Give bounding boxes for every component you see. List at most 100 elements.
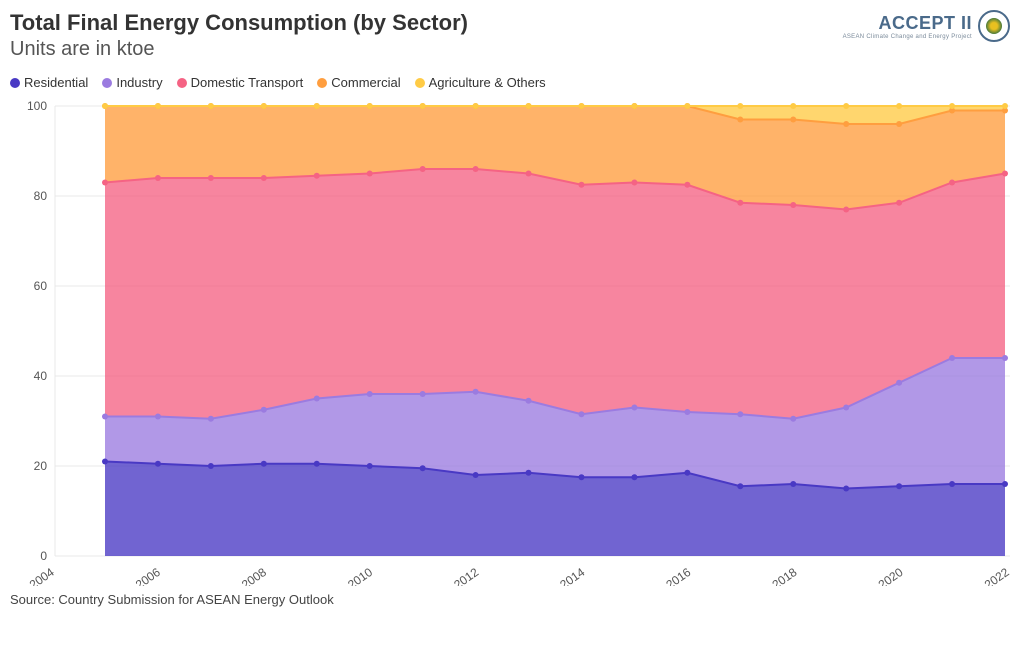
marker — [843, 405, 849, 411]
y-tick-label: 20 — [34, 459, 48, 473]
legend-item[interactable]: Domestic Transport — [177, 75, 304, 90]
marker — [737, 103, 743, 109]
marker — [420, 465, 426, 471]
marker — [631, 405, 637, 411]
marker — [790, 416, 796, 422]
marker — [367, 391, 373, 397]
marker — [1002, 103, 1008, 109]
marker — [896, 103, 902, 109]
marker — [314, 461, 320, 467]
marker — [1002, 171, 1008, 177]
x-tick-label: 2020 — [876, 565, 906, 586]
marker — [578, 411, 584, 417]
logo: ACCEPT II ASEAN Climate Change and Energ… — [843, 10, 1010, 42]
marker — [208, 175, 214, 181]
marker — [473, 389, 479, 395]
marker — [208, 416, 214, 422]
marker — [102, 103, 108, 109]
marker — [208, 103, 214, 109]
marker — [473, 166, 479, 172]
marker — [420, 391, 426, 397]
marker — [896, 380, 902, 386]
marker — [737, 483, 743, 489]
x-tick-label: 2012 — [451, 565, 481, 586]
legend-label: Domestic Transport — [191, 75, 304, 90]
marker — [1002, 355, 1008, 361]
marker — [102, 414, 108, 420]
marker — [790, 117, 796, 123]
marker — [473, 103, 479, 109]
logo-subtext: ASEAN Climate Change and Energy Project — [843, 34, 972, 40]
marker — [631, 474, 637, 480]
logo-icon — [978, 10, 1010, 42]
marker — [949, 103, 955, 109]
chart-title: Total Final Energy Consumption (by Secto… — [10, 10, 468, 36]
x-tick-label: 2010 — [345, 565, 375, 586]
legend-swatch — [415, 78, 425, 88]
marker — [684, 409, 690, 415]
x-tick-label: 2022 — [982, 565, 1010, 586]
header: Total Final Energy Consumption (by Secto… — [10, 10, 1010, 61]
marker — [261, 461, 267, 467]
marker — [578, 182, 584, 188]
x-tick-label: 2014 — [557, 565, 587, 586]
marker — [896, 483, 902, 489]
marker — [578, 474, 584, 480]
marker — [155, 461, 161, 467]
marker — [367, 103, 373, 109]
marker — [102, 180, 108, 186]
legend-label: Industry — [116, 75, 162, 90]
marker — [843, 207, 849, 213]
y-tick-label: 40 — [34, 369, 48, 383]
legend: Residential Industry Domestic Transport Com… — [10, 75, 1010, 90]
legend-item[interactable]: Residential — [10, 75, 88, 90]
y-tick-label: 60 — [34, 279, 48, 293]
marker — [737, 200, 743, 206]
legend-swatch — [177, 78, 187, 88]
source-text: Source: Country Submission for ASEAN Ene… — [10, 592, 1010, 607]
marker — [473, 472, 479, 478]
marker — [684, 470, 690, 476]
marker — [155, 175, 161, 181]
marker — [684, 103, 690, 109]
x-tick-label: 2018 — [770, 565, 800, 586]
marker — [790, 103, 796, 109]
marker — [155, 103, 161, 109]
marker — [526, 103, 532, 109]
legend-swatch — [102, 78, 112, 88]
legend-label: Commercial — [331, 75, 400, 90]
x-tick-label: 2016 — [663, 565, 693, 586]
x-tick-label: 2008 — [239, 565, 269, 586]
marker — [949, 355, 955, 361]
marker — [314, 396, 320, 402]
x-tick-label: 2006 — [133, 565, 163, 586]
legend-label: Agriculture & Others — [429, 75, 546, 90]
legend-swatch — [317, 78, 327, 88]
x-tick-label: 2004 — [27, 565, 57, 586]
legend-item[interactable]: Industry — [102, 75, 162, 90]
legend-item[interactable]: Agriculture & Others — [415, 75, 546, 90]
marker — [208, 463, 214, 469]
marker — [367, 171, 373, 177]
marker — [684, 182, 690, 188]
marker — [949, 481, 955, 487]
legend-item[interactable]: Commercial — [317, 75, 400, 90]
marker — [578, 103, 584, 109]
marker — [261, 407, 267, 413]
y-tick-label: 0 — [40, 549, 47, 563]
marker — [526, 470, 532, 476]
marker — [261, 103, 267, 109]
marker — [896, 121, 902, 127]
marker — [420, 166, 426, 172]
marker — [102, 459, 108, 465]
marker — [737, 411, 743, 417]
marker — [631, 180, 637, 186]
logo-text: ACCEPT II — [843, 13, 972, 34]
marker — [843, 103, 849, 109]
marker — [526, 398, 532, 404]
marker — [631, 103, 637, 109]
marker — [843, 121, 849, 127]
marker — [737, 117, 743, 123]
marker — [314, 103, 320, 109]
marker — [420, 103, 426, 109]
